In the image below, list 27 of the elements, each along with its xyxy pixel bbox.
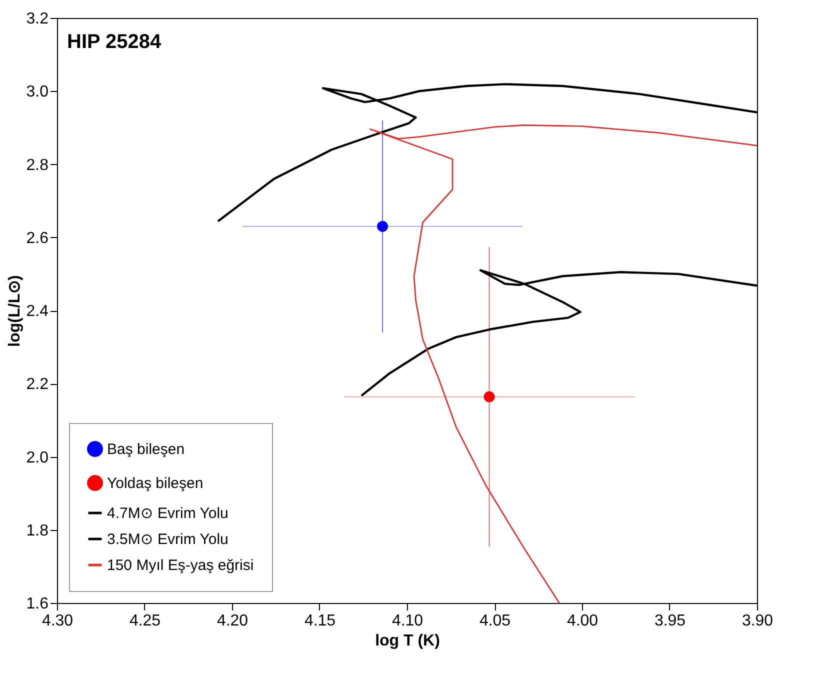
text: HIP 25284 [67,31,162,53]
y-tick-label: 1.6 [26,596,49,612]
x-tick-label: 3.90 [742,612,774,630]
legend-label: 3.5M⊙ Evrim Yolu [107,531,228,548]
x-tick-label: 4.05 [479,612,511,630]
y-tick-label: 2.2 [26,376,49,394]
line-series [370,124,758,604]
y-tick-label: 2.8 [26,156,49,174]
x-tick-label: 4.20 [216,612,248,630]
y-axis-title: log(L/L⊙) [6,275,24,347]
x-tick-label: 4.30 [42,612,74,630]
legend-label: 4.7M⊙ Evrim Yolu [107,505,228,522]
x-axis-title: log T (K) [375,632,440,650]
y-tick-label: 2.6 [26,230,49,247]
legend-label: 150 Myıl Eş-yaş eğrisi [107,557,254,574]
x-tick-label: 3.95 [654,612,686,630]
y-tick-label: 3.2 [26,10,49,28]
y-tick-label: 2.4 [26,303,49,320]
legend-label: Baş bileşen [107,441,185,458]
y-tick-label: 1.8 [26,522,49,540]
x-tick-label: 4.25 [129,612,161,630]
x-tick-label: 4.10 [392,612,424,630]
y-tick-label: 3.0 [26,84,49,101]
x-tick-label: 4.15 [304,612,336,630]
x-tick-label: 4.00 [566,612,598,630]
legend-label: Yoldaş bileşen [107,475,204,492]
y-tick-label: 2.0 [26,449,49,466]
